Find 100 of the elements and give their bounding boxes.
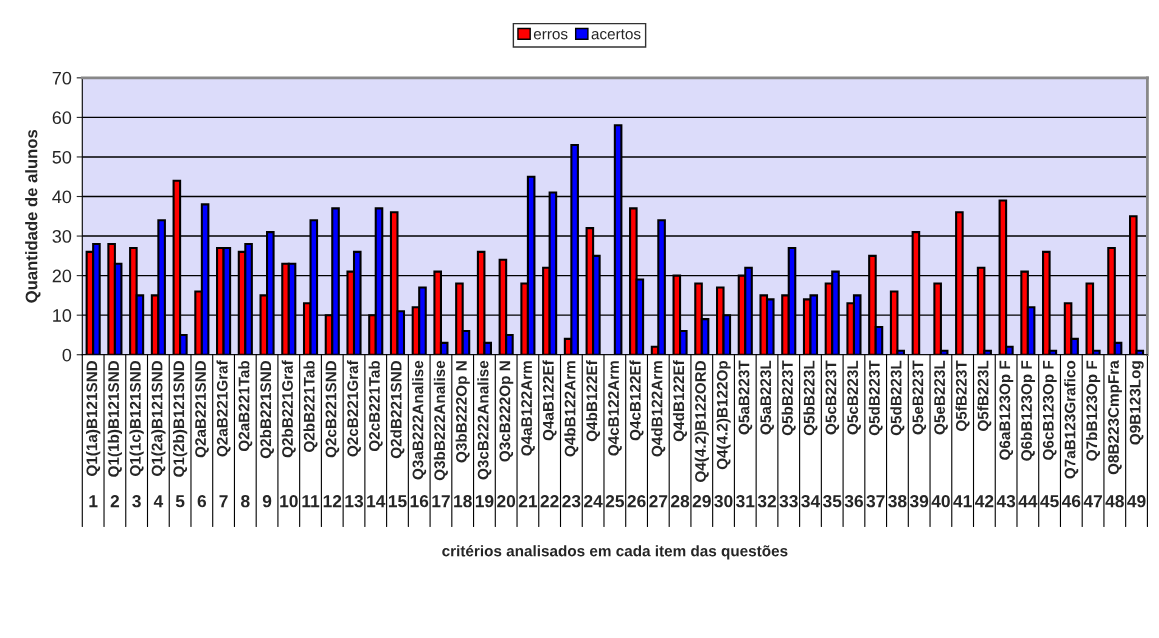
x2-tick-label: 37 (866, 495, 885, 508)
y-axis-title: Quantidade de alunos (25, 129, 41, 303)
x2-tick-label: 34 (801, 495, 821, 508)
x2-tick-label: 4 (153, 495, 164, 508)
x2-tick-label: 30 (714, 495, 733, 508)
y-tick-label: 60 (52, 111, 72, 125)
x-tick-label: Q5dB223L (890, 360, 905, 436)
x2-tick-label: 14 (367, 495, 386, 508)
x2-tick-label: 42 (974, 495, 994, 508)
x2-tick-label: 26 (627, 495, 646, 508)
x-tick-label: Q3bB222Op N (455, 361, 470, 463)
legend-label: acertos (591, 29, 641, 40)
x-tick-label: Q5aB223L (760, 360, 774, 435)
y-tick-label: 70 (52, 71, 72, 85)
x2-tick-label: 41 (953, 495, 972, 508)
x-tick-label: Q2bB221Tab (303, 360, 318, 452)
x2-tick-label: 28 (671, 495, 690, 508)
x-tick-label: Q5fB223L (977, 360, 992, 431)
x-tick-label: Q4(4.2)B122ORD (694, 360, 709, 482)
x-tick-label: Q4(4.2)B122Op (716, 360, 731, 470)
x2-tick-label: 12 (323, 495, 342, 508)
x-tick-label: Q4aB122Arm (521, 361, 535, 456)
x2-tick-label: 3 (132, 495, 141, 508)
x2-tick-label: 46 (1061, 495, 1081, 508)
y-tick-label: 30 (52, 229, 72, 243)
y-tick-label: 20 (52, 269, 72, 283)
x-tick-label: Q4cB122Ef (629, 360, 644, 441)
x-tick-label: Q2aB221SND (195, 360, 209, 458)
x-tick-label: Q2cB221SND (325, 360, 340, 458)
x-axis-title: critérios analisados em cada item das questões (442, 545, 788, 560)
x2-tick-label: 11 (302, 495, 320, 508)
x2-tick-label: 9 (262, 495, 272, 508)
x-tick-label: Q1(1c)B121SND (129, 360, 144, 476)
x2-tick-label: 17 (432, 495, 450, 508)
x-tick-label: Q4dB122Arm (651, 361, 666, 457)
x2-tick-label: 43 (996, 495, 1016, 508)
x-tick-label: Q4aB122Ef (542, 360, 557, 441)
x-tick-label: Q6cB123Op F (1042, 360, 1057, 460)
y-tick-label: 0 (62, 348, 72, 362)
x2-tick-label: 33 (779, 495, 798, 508)
x2-tick-label: 35 (822, 495, 842, 508)
y-tick-label: 10 (53, 309, 72, 322)
x2-tick-label: 10 (280, 495, 298, 508)
x-tick-label: Q4bB122Arm (564, 361, 579, 457)
x2-tick-label: 7 (219, 495, 228, 508)
x-tick-label: Q5eB223T (912, 360, 927, 435)
x-tick-label: Q7aB123Grafico (1064, 360, 1079, 479)
x-tick-label: Q1(1b)B121SND (107, 360, 123, 477)
x2-tick-label: 31 (736, 495, 755, 508)
x-tick-label: Q6aB123Op F (999, 360, 1014, 460)
x2-tick-label: 44 (1018, 495, 1038, 508)
x2-tick-label: 24 (584, 495, 603, 508)
x-tick-label: Q5aB223T (738, 360, 753, 435)
x-tick-label: Q1(1a)B121SND (86, 360, 101, 476)
x2-tick-label: 18 (454, 495, 472, 508)
x-tick-label: Q7bB123Op F (1085, 360, 1101, 461)
x-tick-label: Q1(2b)B121SND (172, 360, 188, 477)
x2-tick-label: 40 (931, 495, 950, 508)
x-tick-label: Q1(2a)B121SND (151, 360, 166, 476)
x2-tick-label: 49 (1127, 495, 1146, 508)
x-tick-label: Q5cB223T (825, 360, 840, 435)
x-tick-label: Q4bB122Ef (585, 360, 601, 442)
x2-tick-label: 8 (241, 495, 250, 508)
x2-tick-label: 22 (540, 495, 559, 508)
x2-tick-label: 13 (345, 495, 364, 508)
x-tick-label: Q3aB222Analise (412, 360, 427, 480)
x-tick-label: Q9B123Log (1129, 361, 1144, 445)
x2-tick-label: 21 (518, 495, 538, 508)
x2-tick-label: 23 (562, 495, 581, 508)
x-tick-label: Q5cB223L (847, 360, 861, 435)
x-tick-label: Q2cB221Graf (346, 360, 361, 457)
x2-tick-label: 48 (1105, 495, 1124, 508)
x2-tick-label: 20 (497, 495, 516, 508)
y-tick-label: 40 (52, 190, 72, 204)
x2-tick-label: 39 (909, 495, 929, 508)
legend-label: erros (533, 31, 568, 40)
x2-tick-label: 38 (888, 495, 907, 508)
x-tick-label: Q8B223CmpFra (1108, 360, 1122, 475)
x2-tick-label: 25 (605, 495, 625, 508)
x-tick-label: Q3cB222Op N (499, 361, 514, 462)
x-tick-label: Q3bB222Analise (433, 360, 448, 481)
x2-tick-label: 19 (475, 495, 494, 508)
x-tick-label: Q5eB223L (934, 360, 948, 435)
x-tick-label: Q4dB122Ef (672, 360, 688, 442)
x-tick-label: Q5dB223T (868, 360, 883, 436)
x2-tick-label: 15 (388, 495, 407, 508)
x2-tick-label: 5 (175, 495, 185, 508)
x2-tick-label: 45 (1040, 495, 1059, 508)
x-tick-label: Q2bB221Graf (281, 360, 296, 458)
x2-tick-label: 2 (110, 495, 120, 508)
x-tick-label: Q6bB123Op F (1020, 360, 1035, 461)
x2-tick-label: 36 (844, 495, 863, 508)
x-tick-label: Q5fB223T (955, 360, 970, 431)
x-tick-label: Q2cB221Tab (368, 360, 383, 452)
y-tick-label: 50 (52, 150, 72, 164)
x-tick-label: Q4cB122Arm (608, 361, 622, 456)
x-tick-label: Q3cB222Analise (477, 360, 492, 480)
x2-tick-label: 1 (89, 495, 98, 508)
x2-tick-label: 6 (197, 495, 207, 508)
x-tick-label: Q2bB221SND (259, 360, 275, 459)
